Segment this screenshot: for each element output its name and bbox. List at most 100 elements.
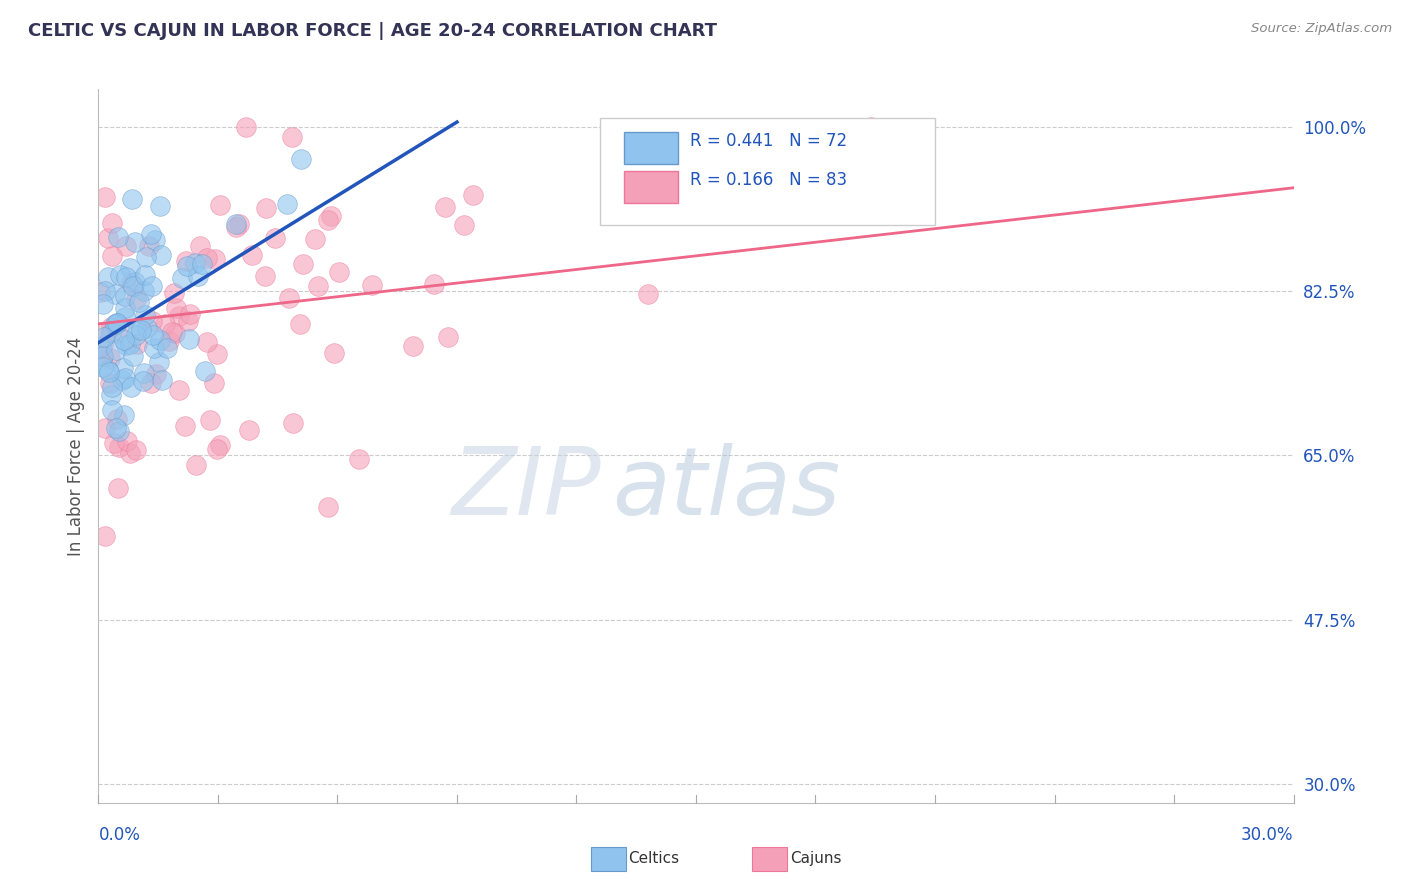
Text: 30.0%: 30.0% xyxy=(1241,826,1294,844)
Point xyxy=(304,232,326,246)
Text: atlas: atlas xyxy=(612,443,841,534)
Point xyxy=(114,301,136,316)
Point xyxy=(307,278,329,293)
Point xyxy=(111,373,134,387)
Point xyxy=(103,436,125,450)
Point xyxy=(290,152,312,166)
Point xyxy=(108,268,131,282)
Point xyxy=(177,332,200,346)
Point xyxy=(125,323,148,337)
Point xyxy=(124,275,146,289)
Point xyxy=(104,317,127,331)
Point xyxy=(235,120,257,134)
Point xyxy=(225,219,247,234)
Point xyxy=(117,434,139,448)
Point xyxy=(125,292,148,306)
Point xyxy=(97,365,120,379)
Point xyxy=(91,359,114,374)
Point xyxy=(132,366,155,380)
Point xyxy=(281,416,304,430)
Point xyxy=(177,314,200,328)
Bar xyxy=(624,171,678,203)
Point xyxy=(118,336,141,351)
Point xyxy=(200,412,222,426)
Point xyxy=(100,326,122,340)
Point xyxy=(134,268,156,283)
Point xyxy=(145,233,167,247)
Point xyxy=(105,317,128,331)
Point xyxy=(89,285,111,300)
Point xyxy=(125,328,148,343)
Point xyxy=(112,409,135,423)
Point xyxy=(141,227,163,241)
Point xyxy=(195,252,218,266)
Point xyxy=(176,259,198,273)
Point xyxy=(105,412,128,426)
Point xyxy=(141,279,163,293)
Point xyxy=(153,318,176,332)
Point xyxy=(176,254,198,268)
Point xyxy=(152,373,174,387)
Point xyxy=(263,231,285,245)
Point xyxy=(401,339,423,353)
Point xyxy=(149,248,172,262)
Point xyxy=(318,212,340,227)
Point xyxy=(291,257,314,271)
Point xyxy=(125,337,148,351)
Point xyxy=(717,193,740,207)
Point xyxy=(101,403,124,417)
Point xyxy=(138,238,160,252)
Text: R = 0.441   N = 72: R = 0.441 N = 72 xyxy=(690,132,848,150)
Point xyxy=(100,319,122,334)
Point xyxy=(434,200,457,214)
Point xyxy=(238,423,260,437)
Text: R = 0.166   N = 83: R = 0.166 N = 83 xyxy=(690,171,848,189)
Point xyxy=(122,349,145,363)
Point xyxy=(423,277,446,292)
Point xyxy=(114,370,136,384)
Point xyxy=(114,270,136,285)
Point xyxy=(437,329,460,343)
Point xyxy=(209,198,232,212)
Point xyxy=(453,218,475,232)
Point xyxy=(118,445,141,459)
Point xyxy=(97,231,120,245)
Point xyxy=(121,192,143,206)
Point xyxy=(94,190,117,204)
Point xyxy=(361,278,384,293)
Point xyxy=(290,317,312,331)
Point xyxy=(159,334,181,348)
Point xyxy=(190,239,212,253)
Point xyxy=(165,326,187,340)
Point xyxy=(860,120,883,134)
Point xyxy=(125,443,148,458)
Point xyxy=(240,248,263,262)
Point xyxy=(121,279,143,293)
Point xyxy=(108,441,131,455)
Point xyxy=(128,295,150,310)
Point xyxy=(174,418,197,433)
Point xyxy=(162,325,184,339)
Point xyxy=(132,284,155,298)
Point xyxy=(276,197,298,211)
Point xyxy=(197,335,219,350)
Point xyxy=(135,321,157,335)
Point xyxy=(184,458,207,473)
Point xyxy=(321,209,343,223)
Text: Source: ZipAtlas.com: Source: ZipAtlas.com xyxy=(1251,22,1392,36)
Point xyxy=(118,261,141,276)
Point xyxy=(254,202,277,216)
Point xyxy=(105,343,128,357)
Point xyxy=(131,374,153,388)
Point xyxy=(461,188,484,202)
Point xyxy=(93,284,115,298)
Point xyxy=(139,376,162,390)
Point xyxy=(209,438,232,452)
Point xyxy=(91,349,114,363)
Point xyxy=(202,376,225,390)
Point xyxy=(103,287,125,301)
Point xyxy=(91,296,114,310)
Point xyxy=(115,239,138,253)
Point xyxy=(281,129,304,144)
Point xyxy=(163,285,186,300)
